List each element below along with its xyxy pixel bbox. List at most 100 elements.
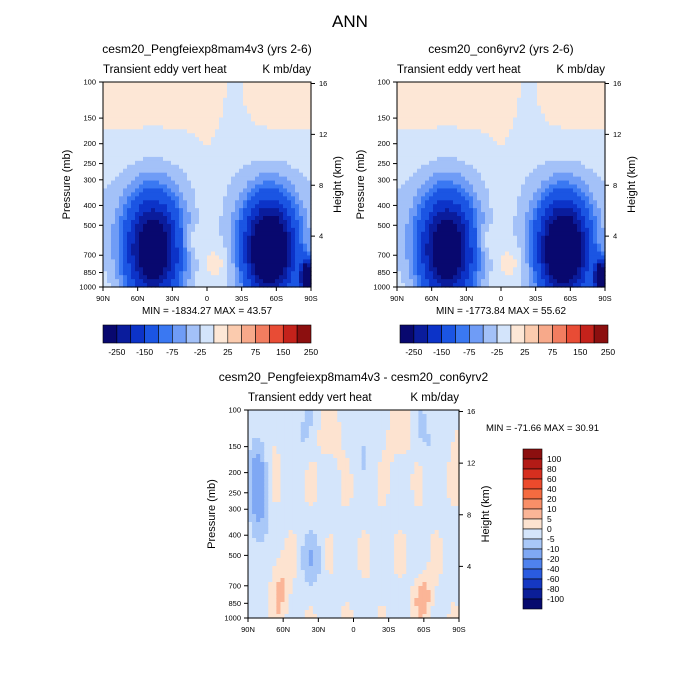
heatmap-cell bbox=[115, 251, 120, 257]
heatmap-cell bbox=[147, 259, 152, 264]
heatmap-cell bbox=[541, 271, 546, 276]
heatmap-cell bbox=[525, 117, 530, 123]
heatmap-cell bbox=[219, 200, 224, 205]
heatmap-cell bbox=[445, 89, 450, 95]
heatmap-cell bbox=[171, 176, 176, 182]
heatmap-cell bbox=[251, 129, 256, 134]
heatmap-cell bbox=[271, 243, 276, 249]
heatmap-cell bbox=[561, 145, 566, 150]
heatmap-cell bbox=[159, 117, 164, 123]
heatmap-cell bbox=[227, 133, 232, 138]
heatmap-cell bbox=[131, 137, 136, 142]
heatmap-cell bbox=[493, 255, 498, 260]
panel-control: cesm20_con6yrv2 (yrs 2-6)Transient eddy … bbox=[355, 42, 638, 357]
heatmap-cell bbox=[211, 164, 216, 170]
heatmap-cell bbox=[219, 133, 224, 138]
heatmap-cell bbox=[271, 271, 276, 276]
heatmap-cell bbox=[441, 271, 446, 276]
heatmap-cell bbox=[111, 180, 116, 186]
heatmap-cell bbox=[287, 271, 292, 276]
heatmap-cell bbox=[251, 168, 256, 174]
heatmap-cell bbox=[509, 125, 514, 130]
heatmap-cell bbox=[211, 93, 216, 99]
heatmap-cell bbox=[445, 141, 450, 146]
heatmap-cell bbox=[525, 212, 530, 217]
heatmap-cell bbox=[167, 164, 172, 170]
heatmap-cell bbox=[445, 259, 450, 264]
heatmap-cell bbox=[565, 160, 570, 166]
heatmap-cell bbox=[235, 156, 240, 162]
heatmap-cell bbox=[549, 275, 554, 280]
heatmap-cell bbox=[203, 204, 208, 209]
heatmap-cell bbox=[235, 160, 240, 166]
heatmap-cell bbox=[263, 275, 268, 280]
heatmap-cell bbox=[219, 117, 224, 123]
heatmap-cell bbox=[123, 243, 128, 249]
heatmap-cell bbox=[287, 129, 292, 134]
heatmap-cell bbox=[175, 164, 180, 170]
heatmap-cell bbox=[123, 208, 128, 213]
heatmap-cell bbox=[275, 271, 280, 276]
heatmap-cell bbox=[303, 149, 308, 154]
heatmap-cell bbox=[287, 149, 292, 154]
heatmap-cell bbox=[103, 196, 108, 201]
heatmap-cell bbox=[155, 279, 160, 284]
heatmap-cell bbox=[437, 137, 442, 142]
heatmap-cell bbox=[175, 105, 180, 111]
heatmap-cell bbox=[291, 227, 296, 233]
heatmap-cell bbox=[565, 184, 570, 190]
heatmap-cell bbox=[477, 137, 482, 142]
heatmap-cell bbox=[171, 235, 176, 241]
heatmap-cell bbox=[299, 271, 304, 276]
heatmap-cell bbox=[457, 200, 462, 205]
heatmap-cell bbox=[421, 117, 426, 123]
heatmap-cell bbox=[417, 275, 422, 280]
heatmap-cell bbox=[409, 255, 414, 260]
heatmap-cell bbox=[223, 235, 228, 241]
heatmap-cell bbox=[243, 212, 248, 217]
heatmap-cell bbox=[533, 184, 538, 190]
heatmap-cell bbox=[119, 129, 124, 134]
heatmap-cell bbox=[155, 109, 160, 115]
heatmap-cell bbox=[449, 204, 454, 209]
heatmap-cell bbox=[465, 275, 470, 280]
heatmap-cell bbox=[119, 168, 124, 174]
heatmap-cell bbox=[307, 168, 312, 174]
heatmap-cell bbox=[279, 243, 284, 249]
heatmap-cell bbox=[509, 152, 514, 158]
heatmap-cell bbox=[453, 101, 458, 107]
heatmap-cell bbox=[235, 152, 240, 158]
heatmap-cell bbox=[207, 216, 212, 221]
heatmap-cell bbox=[303, 156, 308, 162]
heatmap-cell bbox=[183, 184, 188, 190]
heatmap-cell bbox=[505, 164, 510, 170]
heatmap-cell bbox=[565, 109, 570, 115]
heatmap-cell bbox=[413, 267, 418, 272]
heatmap-cell bbox=[405, 267, 410, 272]
heatmap-cell bbox=[219, 160, 224, 166]
heatmap-cell bbox=[219, 109, 224, 115]
heatmap-cell bbox=[107, 283, 112, 288]
heatmap-cell bbox=[263, 219, 268, 225]
heatmap-cell bbox=[223, 168, 228, 174]
heatmap-cell bbox=[529, 156, 534, 162]
heatmap-cell bbox=[259, 223, 264, 229]
heatmap-cell bbox=[465, 156, 470, 162]
heatmap-cell bbox=[239, 149, 244, 154]
heatmap-cell bbox=[529, 267, 534, 272]
heatmap-cell bbox=[251, 235, 256, 241]
heatmap-cell bbox=[433, 271, 438, 276]
heatmap-cell bbox=[557, 137, 562, 142]
heatmap-cell bbox=[287, 219, 292, 225]
heatmap-cell bbox=[259, 125, 264, 130]
heatmap-cell bbox=[231, 149, 236, 154]
heatmap-cell bbox=[509, 149, 514, 154]
heatmap-cell bbox=[295, 97, 300, 103]
heatmap-cell bbox=[549, 279, 554, 284]
heatmap-cell bbox=[119, 275, 124, 280]
heatmap-cell bbox=[549, 235, 554, 241]
heatmap-cell bbox=[557, 172, 562, 178]
heatmap-cell bbox=[179, 109, 184, 115]
heatmap-cell bbox=[473, 93, 478, 99]
heatmap-cell bbox=[537, 149, 542, 154]
